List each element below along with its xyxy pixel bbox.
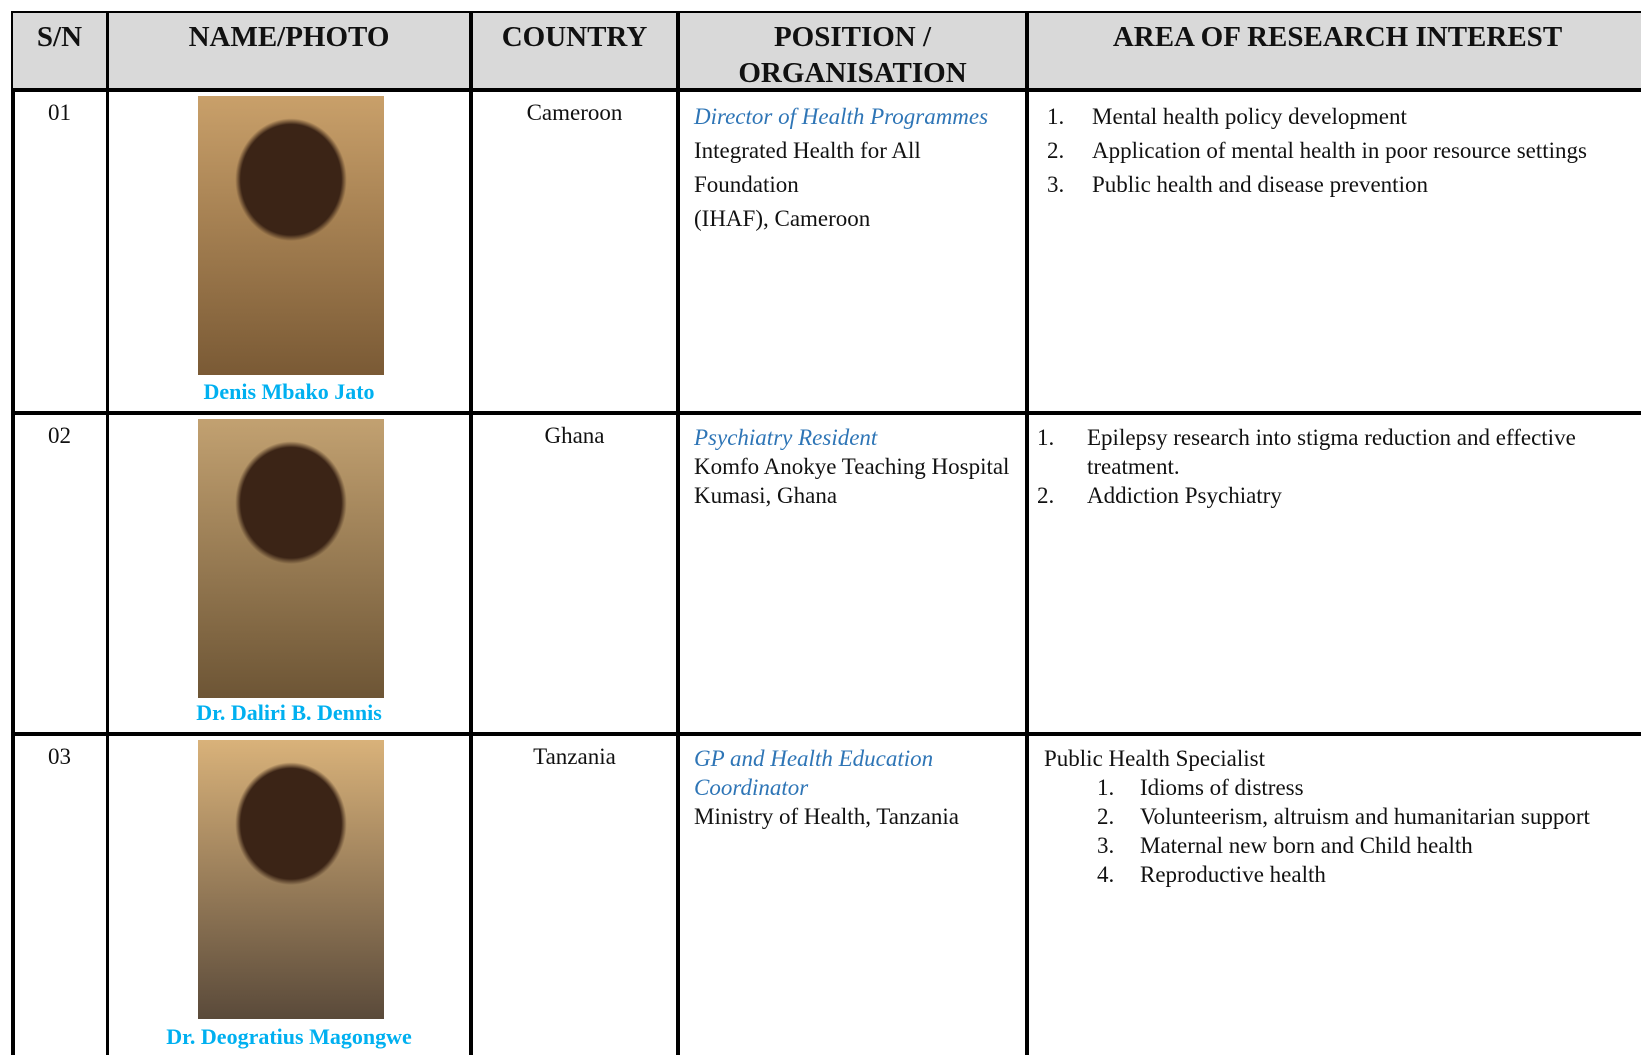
header-cell: NAME/PHOTO [109,13,473,92]
table-cell: Psychiatry Resident Komfo Anokye Teaching… [680,415,1029,736]
item-text: Public health and disease prevention [1092,172,1428,197]
photo [198,419,384,698]
position-title: Director of Health Programmes [694,104,989,129]
research-list: 1. Epilepsy research into stigma reductio… [1029,423,1616,510]
table-cell: Ghana [473,415,680,736]
item-text: Maternal new born and Child health [1140,833,1473,858]
column-header: S/N [36,21,83,53]
item-number: 1. [1047,104,1065,129]
person-name: Denis Mbako Jato [203,379,375,404]
table-cell: 1. Mental health policy development 2. Appl… [1029,92,1641,415]
item-text: Epilepsy research into stigma reduction … [1087,425,1576,479]
column-header: POSITION / ORGANISATION [738,21,967,89]
header-cell: COUNTRY [473,13,680,92]
item-text: Idioms of distress [1140,775,1304,800]
research-item: 2. Application of mental health in poor r… [1029,134,1616,168]
table-cell: Director of Health Programmes Integrated … [680,92,1029,415]
organisation-line: Kumasi, Ghana [694,483,838,508]
position: Psychiatry Resident Komfo Anokye Teaching… [694,423,1015,510]
column-header: NAME/PHOTO [188,21,390,53]
country: Ghana [544,423,605,448]
position-title: GP and Health Education Coordinator [694,746,934,800]
research-list: Public Health Specialist 1. Idioms of dist… [1029,744,1616,889]
table-cell: GP and Health Education Coordinator Minis… [680,736,1029,1055]
person-name: Dr. Daliri B. Dennis [196,700,382,725]
organisation-line: Ministry of Health, Tanzania [694,804,959,829]
item-number: 1. [1037,425,1055,450]
research-intro: Public Health Specialist [1044,746,1266,771]
research-item: 1. Idioms of distress [1029,773,1616,802]
research-item: 3. Public health and disease prevention [1029,168,1616,202]
table-cell: Tanzania [473,736,680,1055]
serial-number: 03 [48,744,71,769]
table-cell: Denis Mbako Jato [109,92,473,415]
item-text: Application of mental health in poor res… [1092,138,1588,163]
country: Cameroon [526,100,623,125]
item-text: Reproductive health [1140,862,1326,887]
research-item: 3. Maternal new born and Child health [1029,831,1616,860]
item-number: 2. [1097,804,1115,829]
serial-number: 01 [48,100,71,125]
research-item: 1. Mental health policy development [1029,100,1616,134]
table-cell: Dr. Deogratius Magongwe [109,736,473,1055]
table-cell: 03 [13,736,109,1055]
item-number: 4. [1097,862,1115,887]
item-number: 2. [1037,483,1055,508]
position-title: Psychiatry Resident [694,425,878,450]
table-cell: Dr. Daliri B. Dennis [109,415,473,736]
research-item: 4. Reproductive health [1029,860,1616,889]
photo [198,96,384,375]
item-number: 3. [1047,172,1065,197]
item-number: 2. [1047,138,1065,163]
item-number: 3. [1097,833,1115,858]
research-item: 1. Epilepsy research into stigma reductio… [1029,423,1616,481]
person-name: Dr. Deogratius Magongwe [166,1024,412,1049]
organisation-line: (IHAF), Cameroon [694,206,871,231]
table-cell: 02 [13,415,109,736]
table-cell: 01 [13,92,109,415]
item-text: Addiction Psychiatry [1087,483,1282,508]
research-list: 1. Mental health policy development 2. Appl… [1029,100,1616,202]
header-cell: AREA OF RESEARCH INTEREST [1029,13,1641,92]
item-text: Mental health policy development [1092,104,1407,129]
serial-number: 02 [48,423,71,448]
organisation-line: Komfo Anokye Teaching Hospital [694,454,1010,479]
item-text: Volunteerism, altruism and humanitarian … [1140,804,1590,829]
item-number: 1. [1097,775,1115,800]
organisation-line: Integrated Health for All Foundation [694,138,921,197]
column-header: AREA OF RESEARCH INTEREST [1112,21,1563,53]
table-cell: 1. Epilepsy research into stigma reductio… [1029,415,1641,736]
photo [198,740,384,1019]
research-item: 2. Addiction Psychiatry [1029,481,1616,510]
header-cell: POSITION / ORGANISATION [680,13,1029,92]
research-item: 2. Volunteerism, altruism and humanitaria… [1029,802,1616,831]
header-cell: S/N [13,13,109,92]
table-cell: Public Health Specialist 1. Idioms of dist… [1029,736,1641,1055]
position: GP and Health Education Coordinator Minis… [694,744,1015,831]
country: Tanzania [533,744,616,769]
table-cell: Cameroon [473,92,680,415]
column-header: COUNTRY [501,21,648,53]
position: Director of Health Programmes Integrated … [694,100,1015,236]
